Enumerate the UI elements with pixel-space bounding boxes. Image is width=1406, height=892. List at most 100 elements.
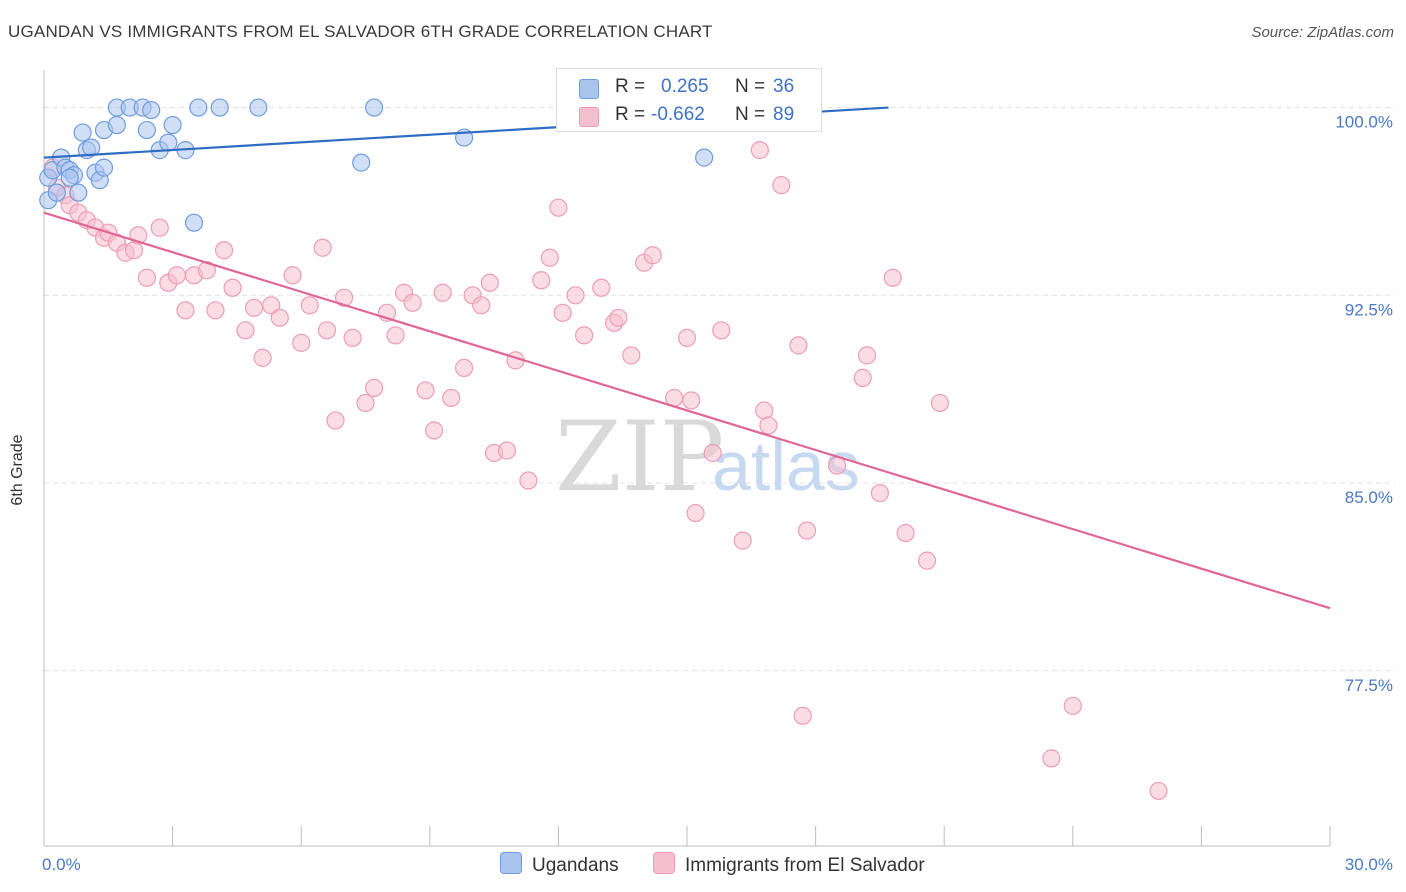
legend-row-ugandans: R = 0.265 N = 36 (557, 73, 821, 101)
data-point (176, 301, 195, 320)
bottom-legend-swatch-blue (500, 852, 522, 874)
data-point (750, 141, 769, 160)
data-point (69, 183, 88, 202)
data-point (60, 168, 79, 187)
data-point (47, 183, 66, 202)
data-point (107, 115, 126, 135)
data-point (695, 148, 714, 167)
data-point (214, 241, 234, 260)
data-point (643, 246, 662, 265)
y-tick-label: 100.0% (1335, 113, 1393, 132)
data-point (137, 268, 156, 287)
data-point (167, 266, 186, 285)
data-point (870, 483, 890, 503)
correlation-legend: R = 0.265 N = 36 R = -0.662 N = 89 (556, 68, 822, 132)
data-point (454, 358, 474, 377)
data-point (789, 336, 808, 355)
data-point (236, 321, 255, 340)
data-point (364, 98, 384, 117)
data-point (150, 218, 169, 237)
data-point (124, 241, 144, 260)
data-point (686, 503, 705, 523)
data-point (755, 401, 774, 420)
data-point (364, 378, 384, 398)
data-point (609, 308, 628, 327)
data-point (210, 98, 229, 117)
data-point (566, 286, 585, 305)
data-point (270, 308, 289, 327)
data-point (853, 368, 872, 387)
legend-n-value: 36 (773, 76, 795, 97)
data-point (317, 321, 337, 340)
bottom-legend-salvador: Immigrants from El Salvador (653, 852, 925, 877)
data-point (772, 176, 791, 195)
data-point (677, 328, 697, 347)
legend-swatch-pink (579, 107, 599, 127)
data-point (540, 248, 559, 267)
data-point (917, 551, 937, 570)
data-point (262, 296, 281, 315)
data-point (334, 288, 354, 307)
data-point (386, 326, 405, 345)
data-point (472, 296, 491, 315)
data-point (1063, 696, 1082, 715)
trend-lines (43, 106, 1331, 610)
data-point (883, 268, 902, 287)
legend-r-label: R = (615, 76, 646, 97)
y-tick-label: 77.5% (1345, 676, 1393, 695)
data-point (857, 346, 877, 365)
data-point (793, 706, 812, 725)
data-point (480, 273, 499, 292)
data-point (592, 278, 611, 297)
data-point (403, 293, 422, 312)
watermark-zip: ZIP (555, 401, 724, 513)
legend-swatch-blue (579, 79, 599, 99)
data-point (356, 393, 375, 413)
data-point (326, 411, 345, 430)
data-point (733, 531, 752, 550)
data-point (442, 388, 461, 408)
bottom-legend-label: Immigrants from El Salvador (685, 855, 925, 876)
bottom-legend-ugandans: Ugandans (500, 852, 619, 877)
data-point (497, 441, 517, 460)
bottom-legend-label: Ugandans (532, 855, 619, 876)
data-point (159, 133, 178, 152)
source-credit: Source: ZipAtlas.com (1251, 24, 1394, 41)
data-point (142, 100, 161, 120)
data-point (519, 471, 538, 490)
data-point (682, 391, 701, 410)
data-point (703, 443, 722, 463)
pink-points (43, 141, 1168, 801)
bottom-legend-swatch-pink (653, 852, 675, 874)
data-point (137, 120, 156, 140)
legend-r-value: -0.662 (651, 104, 705, 125)
data-point (416, 381, 435, 400)
trend-line-salvador (43, 211, 1331, 610)
y-tick-label: 85.0% (1345, 488, 1393, 507)
data-point (896, 523, 915, 543)
data-point (189, 98, 208, 117)
legend-r-label: R = (615, 104, 646, 125)
data-point (352, 153, 371, 172)
data-point (73, 123, 92, 142)
data-point (343, 328, 362, 347)
data-point (930, 393, 950, 413)
data-point (575, 326, 594, 345)
data-point (759, 416, 778, 435)
data-point (712, 321, 731, 340)
x-tick-label: 0.0% (42, 855, 81, 874)
data-point (549, 198, 568, 217)
data-point (244, 298, 264, 317)
data-point (424, 421, 444, 440)
legend-n-label: N = (735, 104, 766, 125)
data-point (300, 296, 319, 315)
data-point (797, 521, 817, 540)
data-point (433, 283, 452, 302)
data-point (223, 278, 242, 297)
data-point (313, 238, 332, 257)
data-point (532, 271, 551, 290)
x-tick-label: 30.0% (1345, 855, 1393, 874)
data-point (184, 213, 204, 232)
data-point (553, 303, 572, 322)
